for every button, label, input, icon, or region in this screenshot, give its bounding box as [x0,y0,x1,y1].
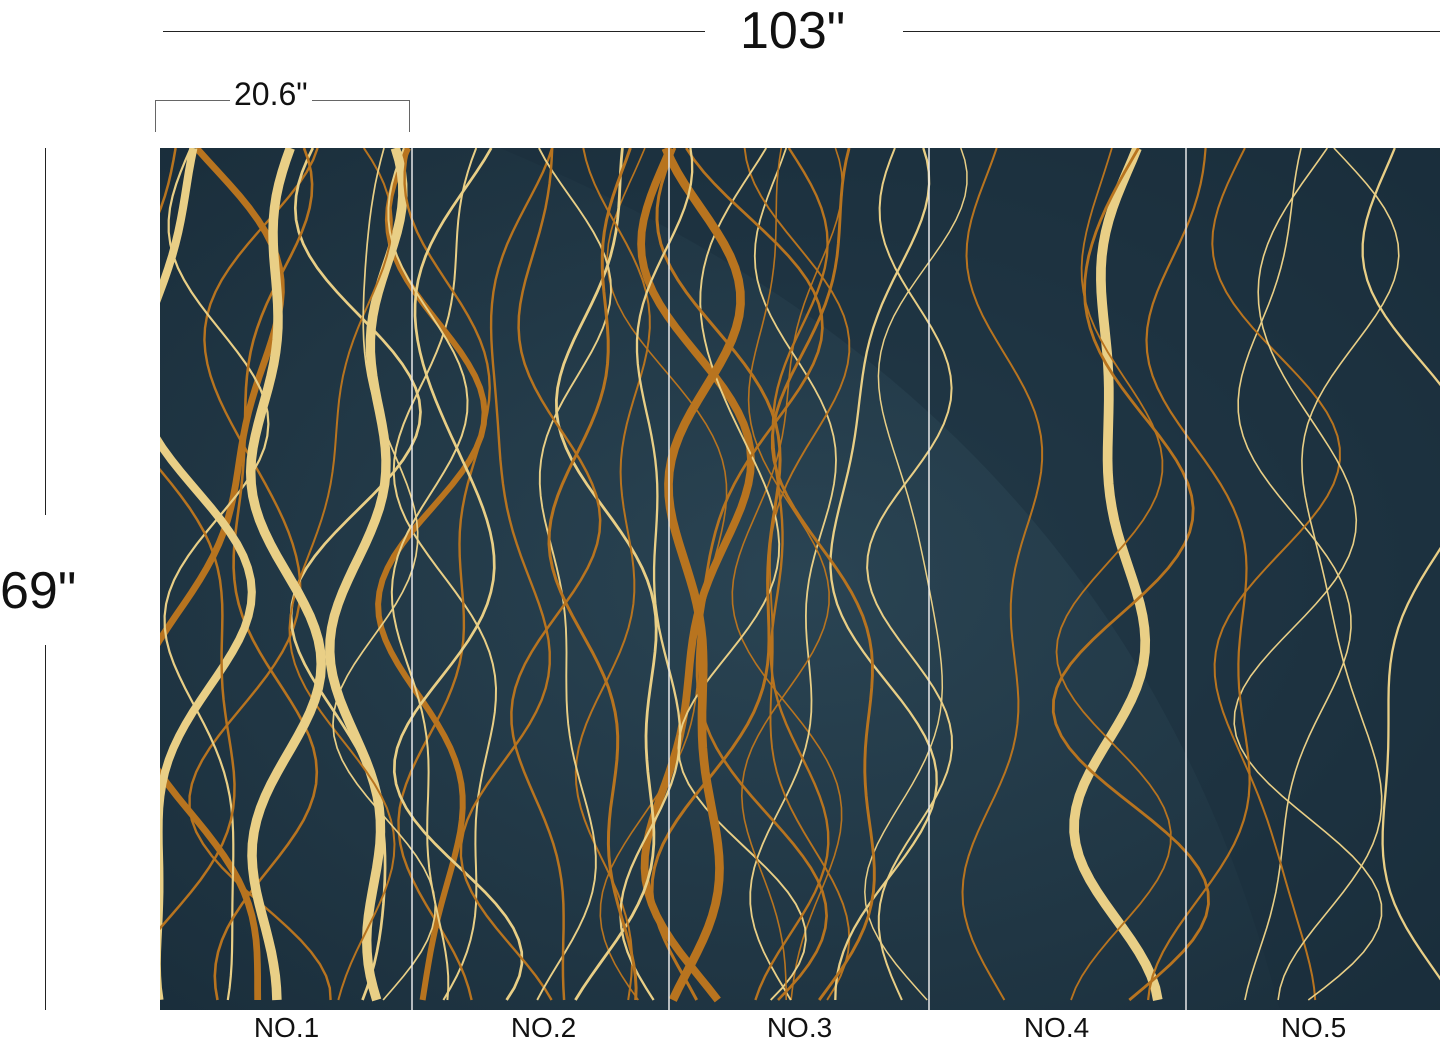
gold-wave-line [599,148,728,1001]
gold-wave-line [1069,148,1163,1001]
gold-wave-line [650,148,782,1001]
height-dimension-line-bottom [45,645,46,1010]
panel-label-3: NO.3 [766,1012,833,1043]
gold-wave-line [288,148,396,1001]
total-width-label: 103" [740,2,846,60]
panel-width-bracket-right [409,100,410,132]
gold-wave-line [163,148,270,1001]
gold-wave-line [392,148,524,1001]
gold-wave-line [866,148,954,1001]
gold-wave-line [574,148,651,1001]
gold-wave-line [510,148,602,1001]
gold-wave-line [375,148,488,1001]
gold-wave-line [731,148,844,1001]
gold-wave-line [547,148,638,1001]
gold-wave-line [459,148,554,1001]
gold-wave-line [829,148,938,1001]
gold-wave-line [397,148,491,1001]
panel-label-5: NO.5 [1280,1012,1347,1043]
panel-label-1: NO.1 [253,1012,320,1043]
panel-label-4: NO.4 [1023,1012,1090,1043]
gold-wave-line [1361,148,1440,981]
gold-wave-line [332,148,437,1001]
wallpaper-mural-image [160,148,1440,1010]
width-dimension-line-left [163,31,705,32]
gold-wave-line [245,148,326,1001]
panel-label-2: NO.2 [510,1012,577,1043]
gold-wave-line [1233,148,1383,1001]
gold-wave-line [1211,148,1341,1001]
panel-width-label: 20.6" [230,78,312,110]
gold-wave-line [289,148,422,1001]
height-dimension-line-top [45,148,46,515]
gold-wave-line [1145,148,1251,1001]
gold-wave-line [685,148,828,1001]
gold-wave-line [325,148,408,1002]
gold-wave-line [1237,148,1352,1001]
gold-wave-line [387,148,469,1001]
gold-wave-line [661,148,745,1002]
gold-wave-line [770,148,876,1001]
gold-wave-line [740,148,830,1001]
gold-wave-line [160,148,256,1000]
gold-wave-line [864,148,968,1001]
gold-wave-line [554,148,658,1001]
gold-wave-line [961,148,1044,1001]
gold-wave-line [1277,148,1400,1001]
gold-wave-line [754,148,830,1001]
height-label: 69" [0,562,77,620]
gold-wave-line [160,148,236,931]
gold-wave-line [1055,148,1172,1001]
gold-wave-line [1051,148,1210,1002]
width-dimension-line-right [903,31,1440,32]
gold-wave-line [619,148,694,1001]
gold-wave-line [536,148,612,1001]
panel-width-bracket-left [155,100,156,132]
